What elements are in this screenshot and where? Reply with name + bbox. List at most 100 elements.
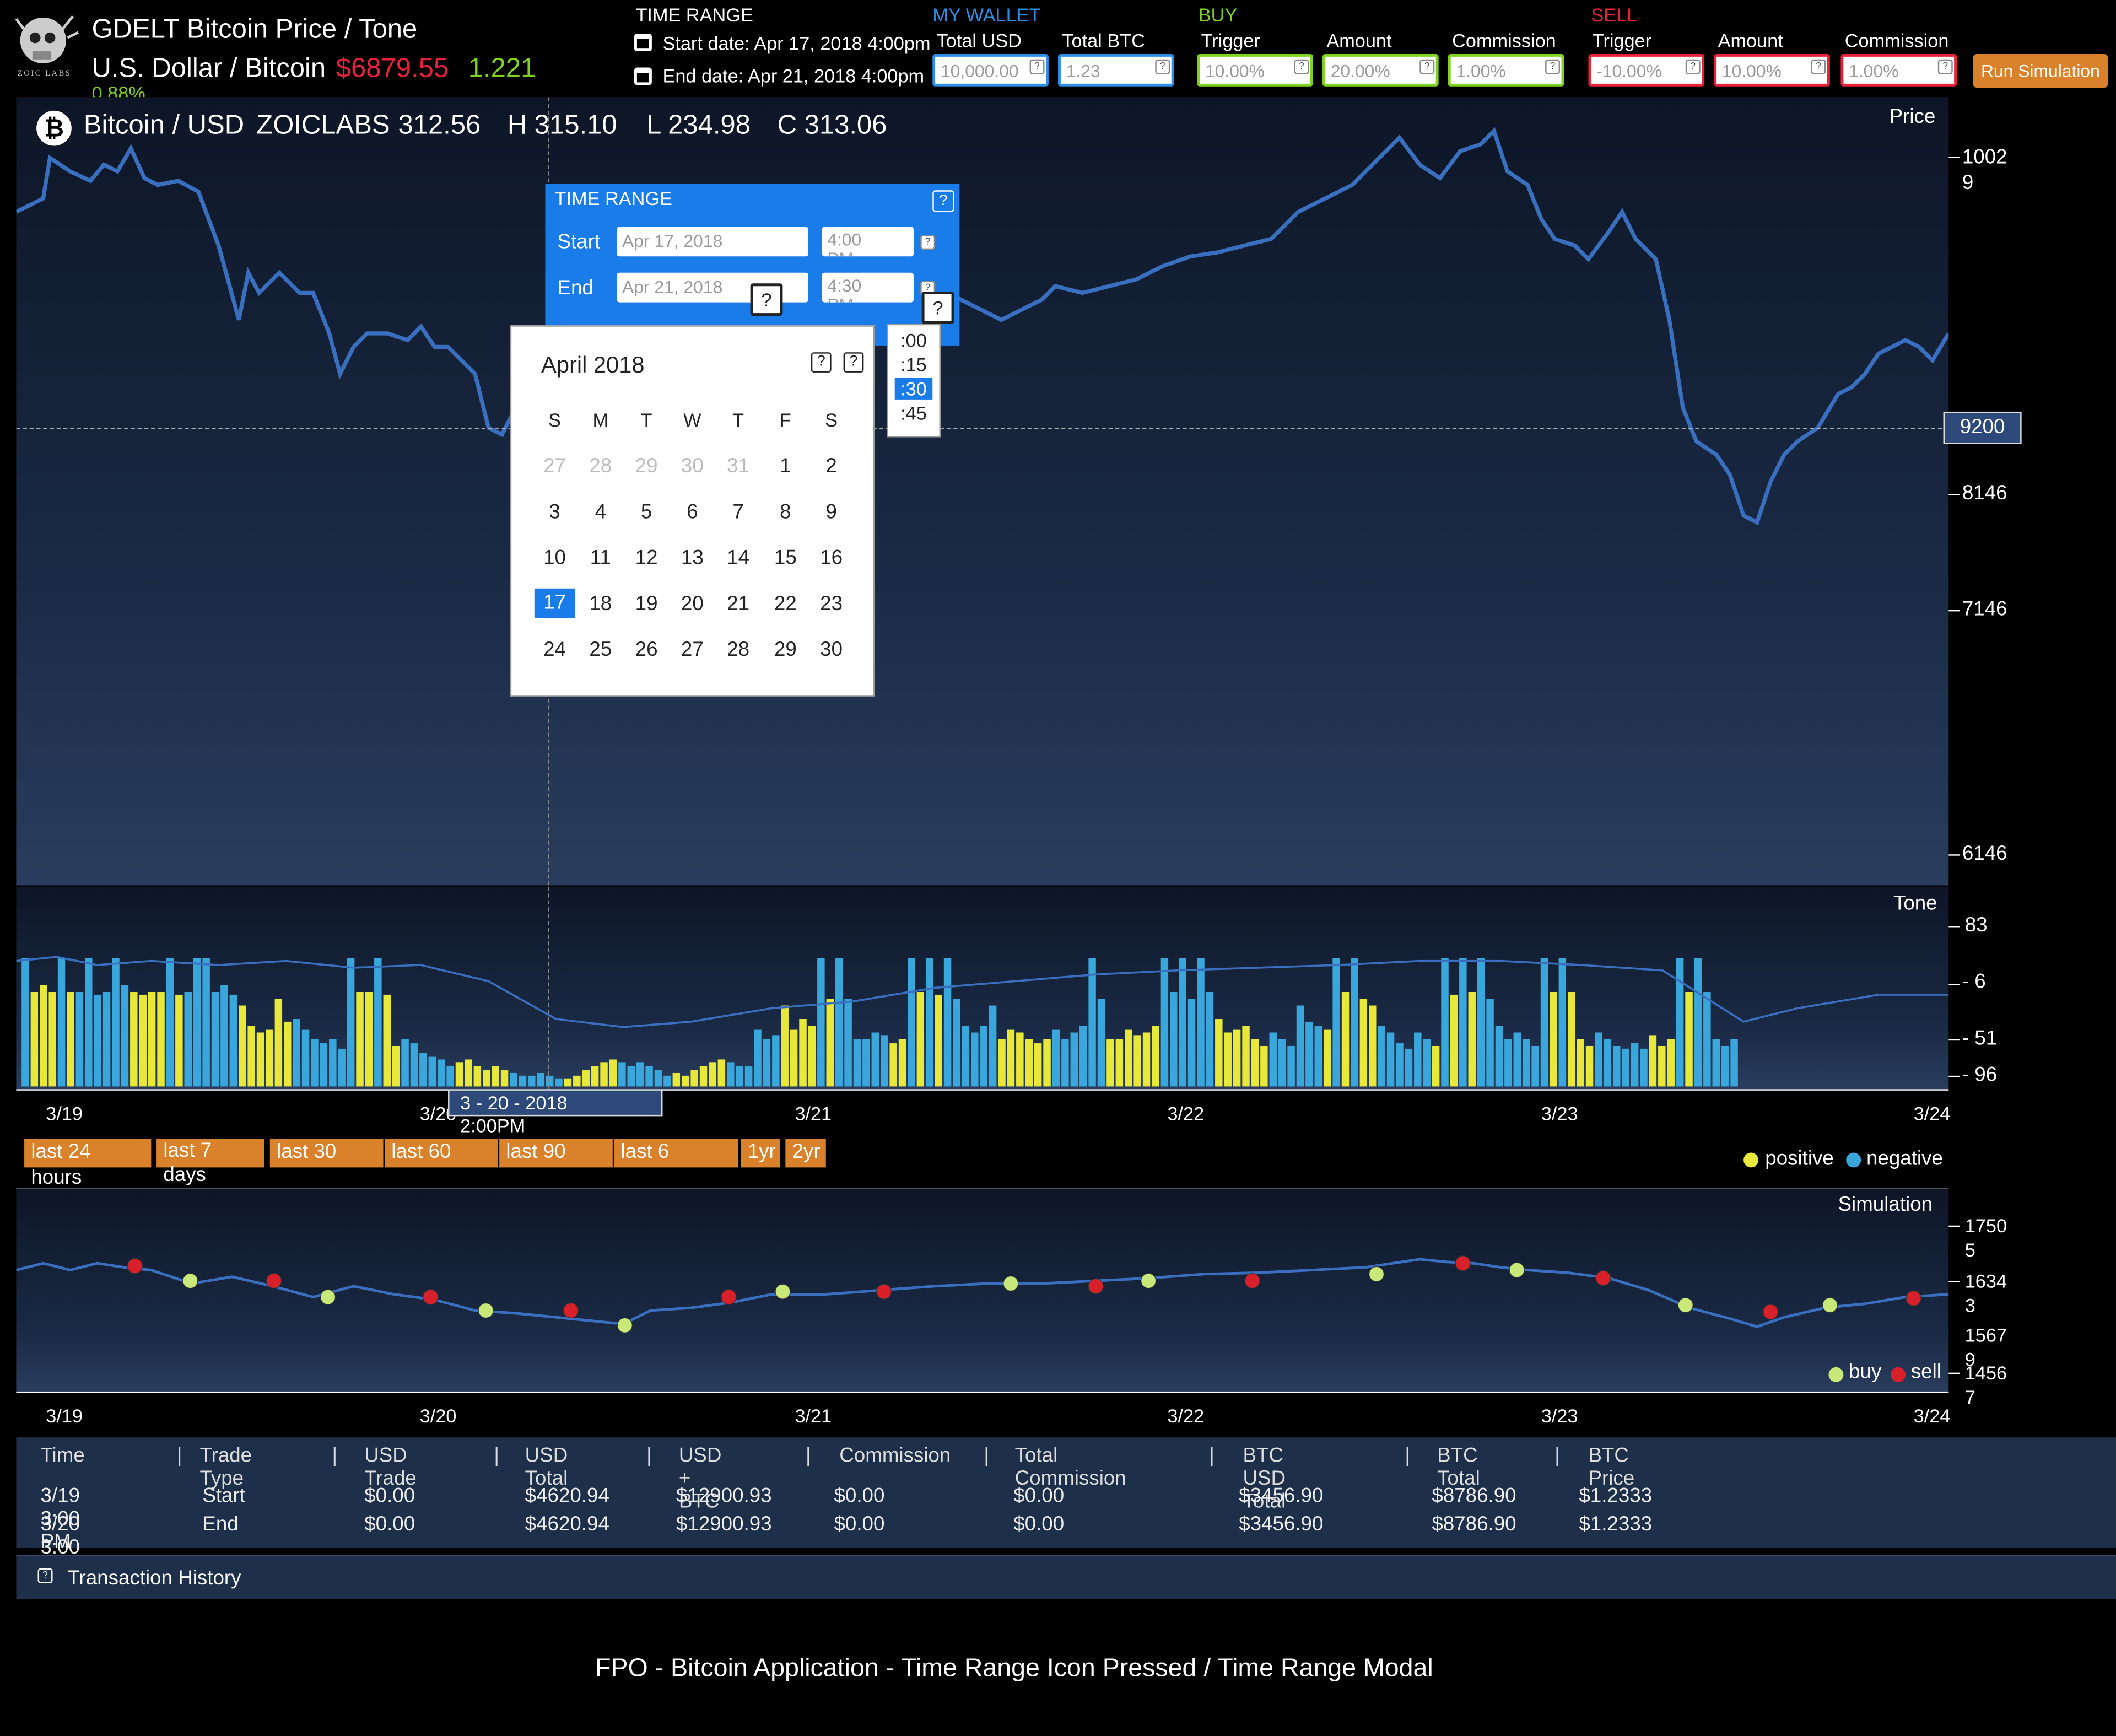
table-header-cell[interactable]: USD Trade [364,1444,417,1490]
calendar-day[interactable]: 16 [820,546,843,570]
table-header-cell[interactable]: BTC Price [1588,1444,1635,1490]
help-icon[interactable]: ? [1294,59,1309,74]
calendar-day[interactable]: 31 [727,455,750,478]
calendar-day[interactable]: 2 [825,455,837,478]
calendar-day[interactable]: 28 [727,638,750,662]
calendar-day[interactable]: 20 [681,592,704,616]
sell-trigger-input[interactable]: -10.00% [1588,53,1705,87]
calendar-icon[interactable] [634,67,652,85]
buy-marker[interactable] [617,1317,633,1333]
table-header-cell[interactable]: Commission [839,1444,951,1468]
range-button-24h[interactable]: last 24 hours [24,1139,152,1189]
table-header-cell[interactable]: BTC USD Total [1243,1444,1286,1513]
calendar-day[interactable]: 27 [681,638,704,662]
sell-marker[interactable] [1455,1255,1471,1271]
sell-marker[interactable] [721,1289,737,1305]
buy-marker[interactable] [775,1284,791,1300]
range-button-2yr[interactable]: 2yr [785,1139,826,1168]
table-header-cell[interactable]: USD Total [525,1444,568,1490]
buy-marker[interactable] [1368,1266,1385,1282]
buy-marker[interactable] [1822,1297,1838,1313]
sell-marker[interactable] [1088,1278,1104,1294]
sell-commission-input[interactable]: 1.00% [1840,53,1957,87]
help-icon[interactable]: ? [37,1568,53,1583]
calendar-day[interactable]: 9 [825,500,837,524]
calendar-day[interactable]: 29 [635,455,658,478]
total-btc-input[interactable]: 1.23 [1058,53,1174,87]
help-icon[interactable]: ? [811,352,832,373]
sell-marker[interactable] [1906,1290,1921,1307]
modal-end-time-input[interactable]: 4:30PM [822,272,914,303]
help-icon[interactable]: ? [1545,59,1561,74]
range-button-7d[interactable]: last 7 days [156,1139,265,1187]
total-usd-input[interactable]: 10,000.00 [932,53,1049,87]
calendar-day[interactable]: 28 [589,455,612,478]
buy-trigger-input[interactable]: 10.00% [1197,53,1313,87]
buy-marker[interactable] [320,1289,336,1305]
table-header-cell[interactable]: Trade Type [199,1444,252,1490]
calendar-day[interactable]: 27 [543,455,566,478]
range-button-1yr[interactable]: 1yr [741,1139,780,1168]
calendar-day[interactable]: 3 [549,500,560,524]
calendar-day[interactable]: 22 [774,592,797,616]
table-header-cell[interactable]: Time [40,1444,85,1468]
help-icon[interactable]: ? [920,235,936,250]
buy-marker[interactable] [1003,1275,1019,1292]
modal-start-time-input[interactable]: 4:00PM [822,227,914,257]
calendar-day[interactable]: 1 [780,455,791,478]
sell-marker[interactable] [876,1284,892,1300]
calendar-day[interactable]: 10 [543,546,566,570]
help-icon[interactable]: ? [1937,59,1953,74]
calendar-day[interactable]: 29 [774,638,797,662]
buy-amount-input[interactable]: 20.00% [1322,53,1439,87]
minute-option[interactable]: :30 [894,378,933,400]
calendar-day[interactable]: 13 [681,546,704,570]
sell-marker[interactable] [1763,1304,1779,1320]
calendar-day[interactable]: 26 [635,638,658,662]
help-icon[interactable]: ? [921,291,954,324]
buy-commission-input[interactable]: 1.00% [1448,53,1564,87]
calendar-day[interactable]: 30 [681,455,704,478]
buy-marker[interactable] [1677,1297,1693,1313]
calendar-day[interactable]: 30 [820,638,843,662]
range-button-90d[interactable]: last 90 days [499,1139,613,1168]
calendar-day[interactable]: 14 [727,546,750,570]
calendar-day-selected[interactable]: 17 [534,588,575,618]
calendar-day[interactable]: 15 [774,546,797,570]
buy-marker[interactable] [478,1302,494,1319]
table-header-cell[interactable]: USD + BTC [678,1444,722,1513]
help-icon[interactable]: ? [750,283,783,316]
table-header-cell[interactable]: Total Commission [1014,1444,1126,1490]
calendar-day[interactable]: 4 [595,500,607,524]
sell-marker[interactable] [1244,1273,1260,1289]
help-icon[interactable]: ? [1029,59,1045,74]
sell-marker[interactable] [1595,1270,1611,1286]
help-icon[interactable]: ? [1811,59,1826,74]
table-header-cell[interactable]: BTC Total [1437,1444,1480,1490]
sell-marker[interactable] [127,1258,143,1274]
calendar-day[interactable]: 21 [727,592,750,616]
range-button-30d[interactable]: last 30 days [269,1139,384,1168]
buy-marker[interactable] [1509,1262,1525,1278]
minute-option[interactable]: :45 [900,402,927,424]
calendar-day[interactable]: 25 [589,638,612,662]
help-icon[interactable]: ? [1685,59,1701,74]
sell-marker[interactable] [266,1273,282,1289]
range-button-6m[interactable]: last 6 months [614,1139,738,1168]
calendar-day[interactable]: 18 [589,592,612,616]
buy-marker[interactable] [182,1273,198,1289]
modal-start-date-input[interactable]: Apr 17, 2018 [617,227,808,257]
buy-marker[interactable] [1141,1273,1157,1289]
minute-option[interactable]: :15 [900,353,927,375]
calendar-day[interactable]: 24 [543,638,566,662]
calendar-day[interactable]: 23 [820,592,843,616]
range-button-60d[interactable]: last 60 days [384,1139,498,1168]
calendar-icon[interactable] [634,34,652,52]
calendar-day[interactable]: 12 [635,546,658,570]
calendar-day[interactable]: 5 [640,500,652,524]
help-icon[interactable]: ? [1419,59,1435,74]
help-icon[interactable]: ? [1155,59,1170,74]
calendar-day[interactable]: 11 [590,546,611,570]
calendar-day[interactable]: 8 [780,500,791,524]
sell-amount-input[interactable]: 10.00% [1714,53,1830,87]
